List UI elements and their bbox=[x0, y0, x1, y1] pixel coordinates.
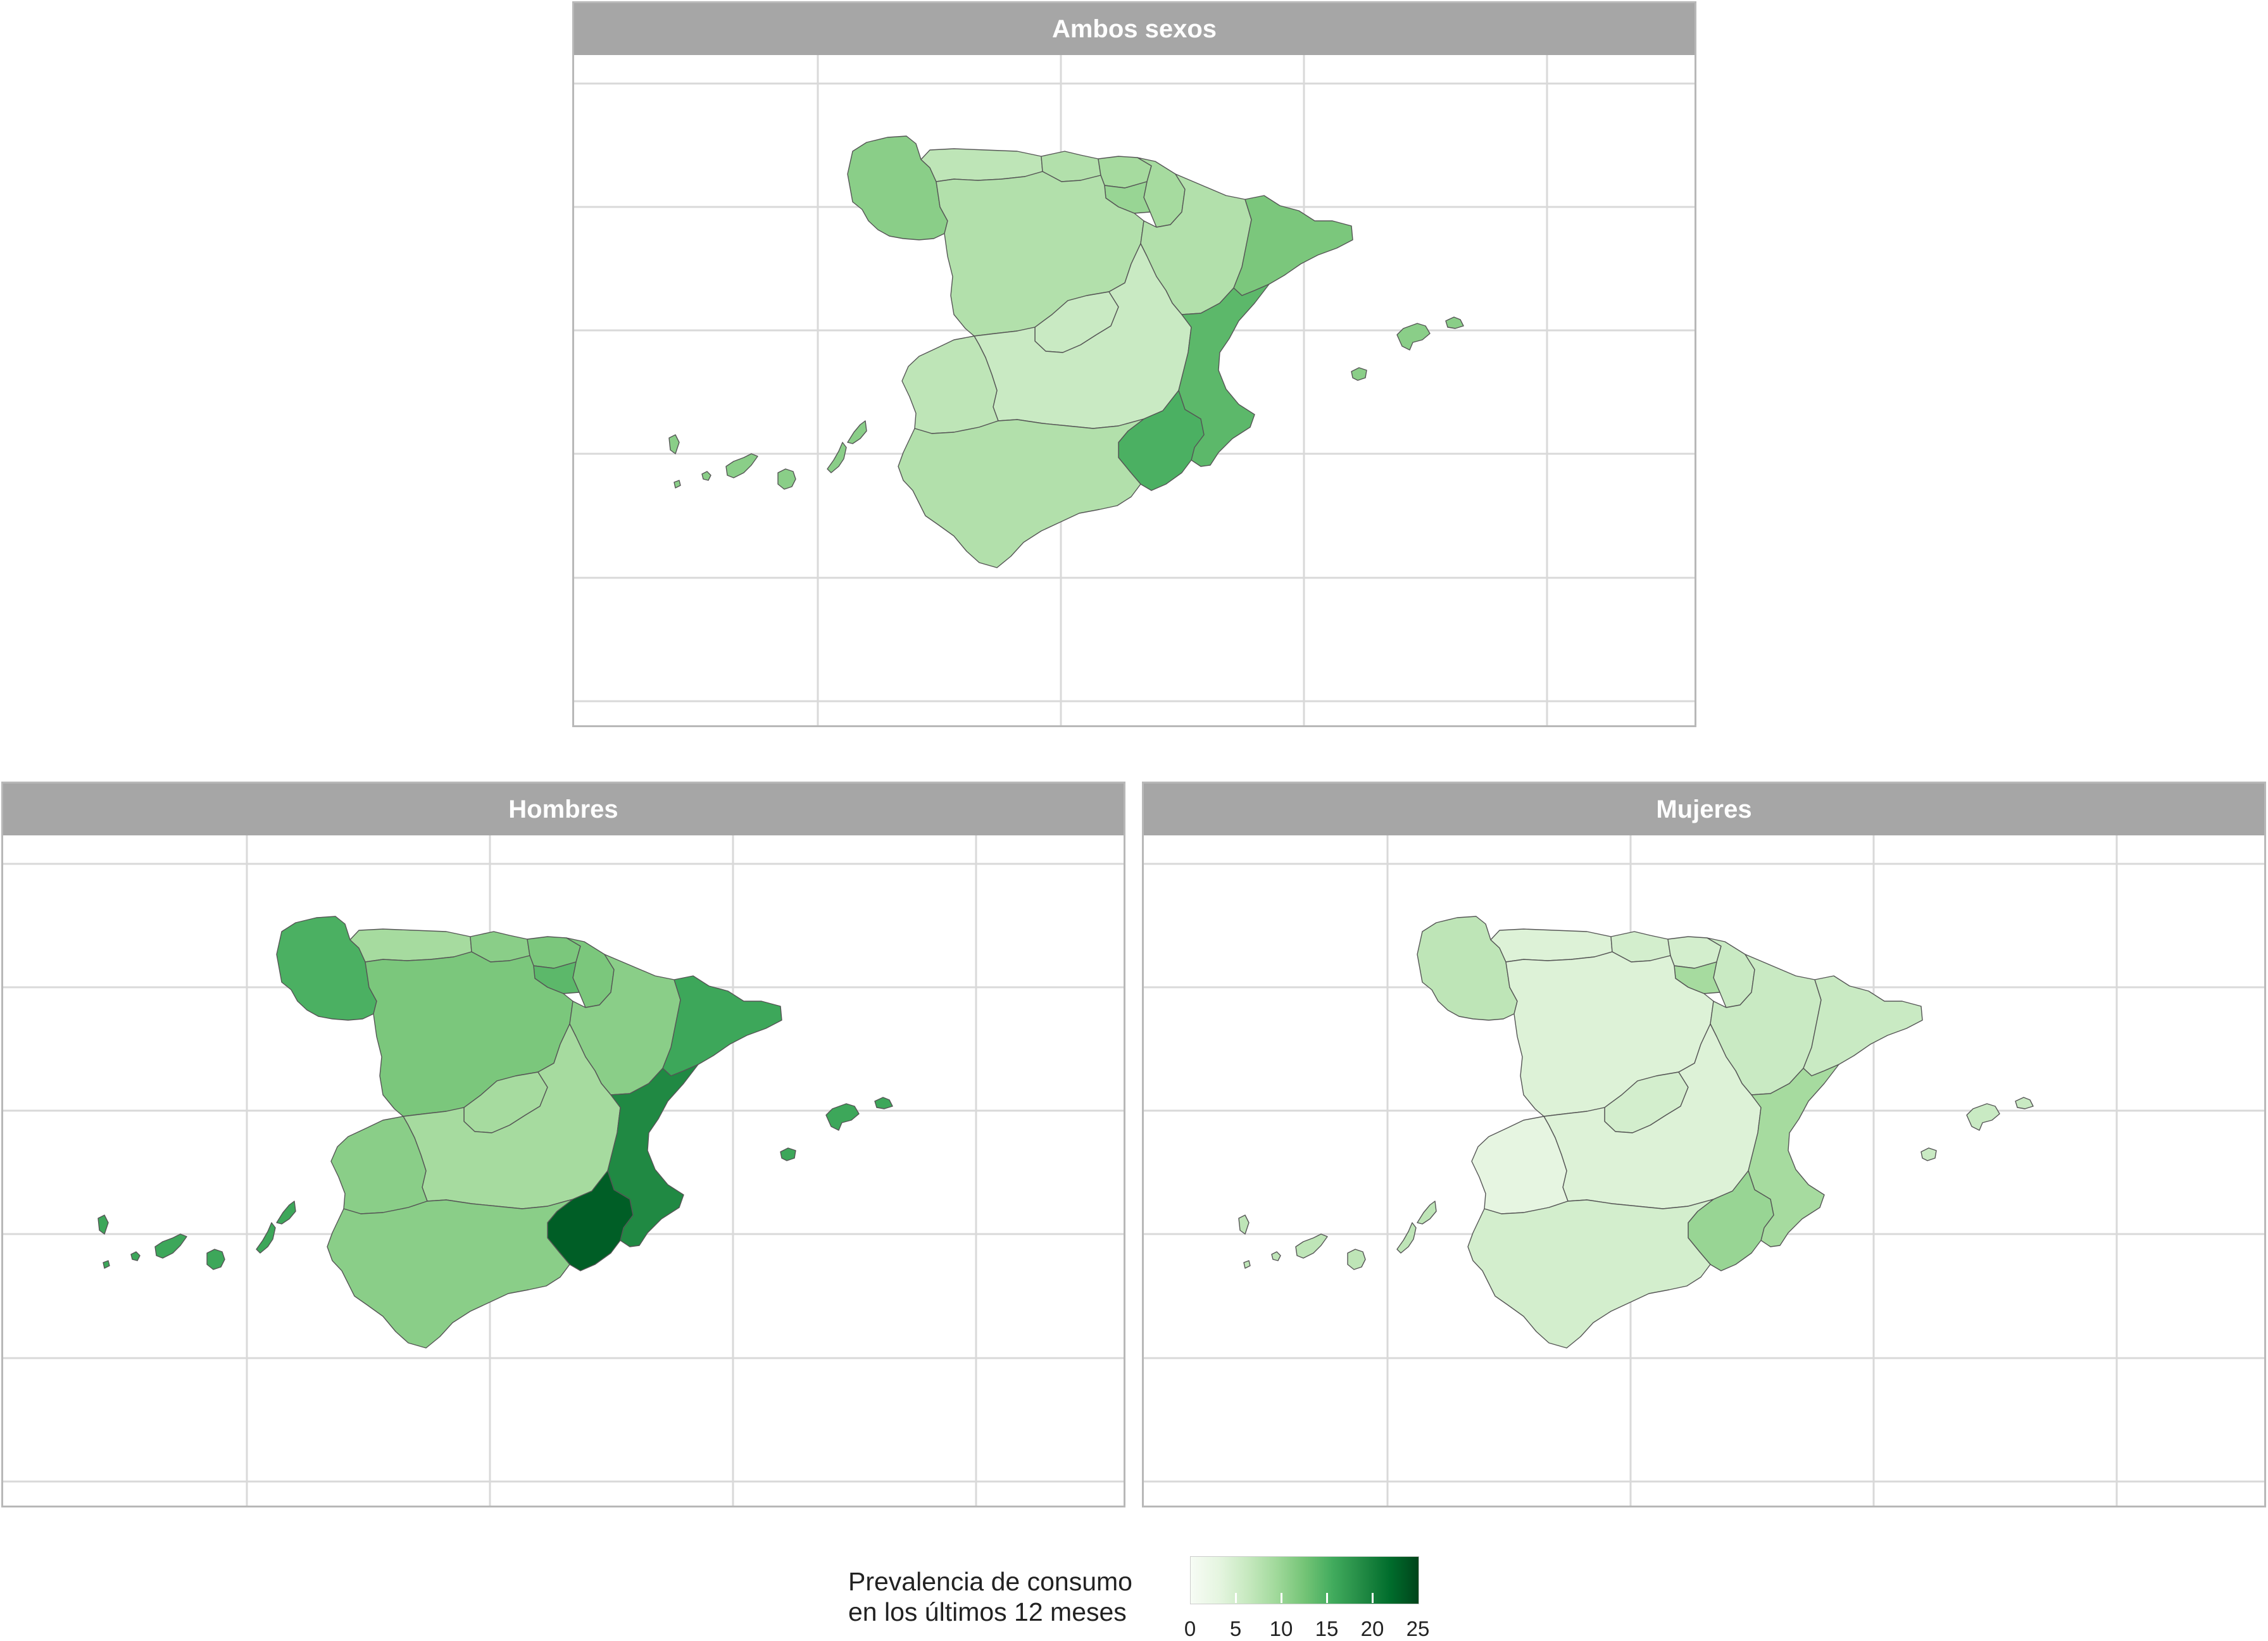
region-galicia bbox=[847, 135, 948, 240]
legend-tick-label: 5 bbox=[1229, 1617, 1242, 1640]
region-andalucia bbox=[1467, 1199, 1714, 1349]
region-baleares bbox=[1920, 1097, 2034, 1161]
region-canarias bbox=[97, 1201, 296, 1270]
region-cataluna bbox=[1233, 195, 1353, 296]
region-canarias bbox=[1238, 1201, 1437, 1270]
legend-tick-label: 10 bbox=[1269, 1617, 1293, 1640]
region-baleares bbox=[780, 1097, 893, 1161]
map-plot bbox=[3, 835, 1124, 1506]
legend-tick-label: 20 bbox=[1360, 1617, 1384, 1640]
panel-mujeres: Mujeres bbox=[1142, 782, 2266, 1507]
panel-title: Ambos sexos bbox=[574, 3, 1695, 55]
choropleth-map bbox=[3, 835, 1124, 1506]
region-andalucia bbox=[327, 1199, 573, 1349]
legend-tick-mark bbox=[1326, 1593, 1328, 1603]
region-galicia bbox=[276, 916, 377, 1021]
region-andalucia bbox=[898, 418, 1144, 568]
choropleth-map bbox=[574, 55, 1695, 725]
region-cataluna bbox=[662, 975, 782, 1076]
legend-title: Prevalencia de consumo en los últimos 12… bbox=[848, 1566, 1132, 1627]
legend-tick-mark bbox=[1372, 1593, 1374, 1603]
map-plot bbox=[574, 55, 1695, 725]
legend-tick-mark bbox=[1281, 1593, 1282, 1603]
legend-colorbar bbox=[1190, 1556, 1419, 1604]
region-cataluna bbox=[1803, 975, 1923, 1076]
panel-ambos-sexos: Ambos sexos bbox=[572, 1, 1696, 727]
region-canarias bbox=[668, 420, 867, 490]
legend-tick-label: 15 bbox=[1315, 1617, 1339, 1640]
choropleth-map bbox=[1144, 835, 2264, 1506]
regions bbox=[1238, 916, 2034, 1349]
map-plot bbox=[1144, 835, 2264, 1506]
region-baleares bbox=[1351, 316, 1464, 381]
panel-hombres: Hombres bbox=[1, 782, 1125, 1507]
panel-title: Mujeres bbox=[1144, 783, 2264, 835]
regions bbox=[668, 135, 1464, 568]
legend-tick-label: 0 bbox=[1184, 1617, 1196, 1640]
color-legend: Prevalencia de consumo en los últimos 12… bbox=[848, 1554, 1437, 1640]
legend-title-line-1: Prevalencia de consumo bbox=[848, 1567, 1132, 1596]
legend-title-line-2: en los últimos 12 meses bbox=[848, 1597, 1127, 1626]
region-galicia bbox=[1417, 916, 1518, 1021]
legend-tick-label: 25 bbox=[1406, 1617, 1430, 1640]
regions bbox=[97, 916, 893, 1349]
legend-tick-mark bbox=[1235, 1593, 1237, 1603]
panel-title: Hombres bbox=[3, 783, 1124, 835]
